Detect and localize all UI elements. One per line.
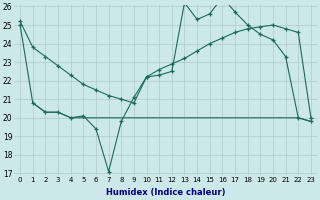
X-axis label: Humidex (Indice chaleur): Humidex (Indice chaleur) [106,188,225,197]
